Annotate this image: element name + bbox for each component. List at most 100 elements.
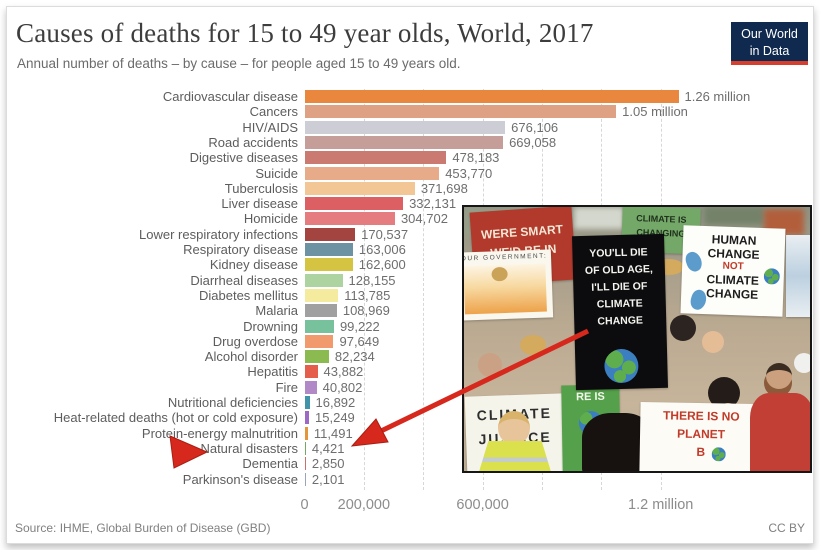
bar-value: 478,183	[452, 150, 500, 166]
chart-row: Road accidents 669,058	[0, 135, 820, 150]
red-shirt-person	[750, 393, 810, 471]
bar-value: 371,698	[420, 180, 468, 196]
earth-drawing	[603, 348, 639, 384]
bar-value: 2,850	[311, 456, 345, 472]
bar-label: Malaria	[255, 303, 298, 319]
human-change-sign: HUMAN CHANGE NOT CLIMATE CHANGE	[680, 225, 786, 317]
bar-value: 669,058	[509, 134, 557, 150]
bar-value: 113,785	[344, 287, 391, 303]
bar	[304, 243, 353, 256]
protester-head	[478, 353, 502, 377]
bar-value: 170,537	[361, 226, 409, 242]
x-axis-tick: 600,000	[456, 497, 509, 513]
protester-head	[670, 315, 696, 341]
bar	[304, 227, 356, 241]
bar-label: Hepatitis	[247, 364, 298, 380]
bar-label: Drug overdose	[212, 333, 298, 349]
bar	[304, 288, 339, 302]
owid-logo-accent	[731, 61, 808, 65]
bar-label: Parkinson's disease	[182, 471, 298, 487]
bar	[304, 166, 440, 180]
owid-logo-text: Our World in Data	[741, 27, 798, 58]
bar-value: 40,802	[322, 379, 363, 395]
this-is-fine-sign: OUR GOVERNMENT:	[464, 249, 554, 321]
chart-subtitle: Annual number of deaths – by cause – for…	[17, 56, 461, 71]
chart-row: HIV/AIDS 676,106	[0, 120, 820, 135]
bar-value: 2,101	[311, 471, 345, 487]
bar	[304, 365, 318, 379]
no-planet-b-sign: THERE IS NO PLANET B	[639, 401, 763, 471]
protester-head	[702, 331, 724, 353]
protester-head-blond	[498, 411, 530, 445]
bar-value: 97,649	[339, 333, 380, 349]
bar-label: Lower respiratory infections	[139, 226, 298, 242]
chart-row: Digestive diseases 478,183	[0, 150, 820, 165]
source-note: Source: IHME, Global Burden of Disease (…	[15, 521, 271, 535]
hi-vis-vest	[478, 441, 552, 471]
bar	[304, 457, 306, 471]
protester-head	[794, 353, 810, 373]
bar-label: Dementia	[242, 456, 298, 472]
bar	[304, 197, 404, 211]
bar	[304, 258, 353, 272]
bar-label: Digestive diseases	[189, 150, 298, 166]
x-axis-tick: 1.2 million	[628, 497, 694, 513]
bar-label: Nutritional deficiencies	[167, 395, 298, 410]
bar	[304, 304, 337, 318]
bar-label: Tuberculosis	[224, 180, 298, 196]
bar	[304, 181, 415, 195]
bar-label: Suicide	[255, 165, 298, 181]
bar-label: HIV/AIDS	[242, 119, 298, 135]
license-badge[interactable]: CC BY	[768, 521, 805, 535]
protester-head	[766, 363, 792, 389]
bar-value: 4,421	[311, 440, 345, 456]
bar-value: 676,106	[511, 119, 559, 135]
bar-value: 108,969	[342, 303, 390, 319]
bar-label: Cardiovascular disease	[162, 89, 298, 104]
photo-blur-shape	[704, 207, 764, 225]
bar-label: Respiratory disease	[183, 242, 298, 257]
bar-label: Natural disasters	[200, 440, 298, 456]
x-axis-tick: 0	[300, 497, 309, 513]
bar-value: 163,006	[358, 242, 406, 257]
photo-blur-shape	[574, 207, 624, 229]
bar-label: Diabetes mellitus	[199, 287, 298, 303]
bar	[304, 319, 334, 333]
bar-value: 1.05 million	[622, 104, 688, 120]
bar	[304, 120, 506, 134]
bar-value: 99,222	[339, 318, 380, 334]
bar-value: 11,491	[313, 425, 353, 441]
chart-row: Tuberculosis 371,698	[0, 181, 820, 196]
bar-label: Diarrheal diseases	[190, 272, 298, 288]
bar-value: 82,234	[334, 349, 375, 365]
right-edge-sign	[786, 235, 810, 317]
protester-head	[520, 335, 546, 355]
bar	[304, 135, 504, 149]
bar-value: 16,892	[315, 395, 356, 410]
black-climate-sign: YOU'LL DIE OF OLD AGE, I'LL DIE OF CLIMA…	[572, 233, 668, 391]
bar-label: Cancers	[249, 104, 298, 120]
chart-row: Cancers 1.05 million	[0, 104, 820, 119]
bar-label: Kidney disease	[209, 257, 298, 273]
bar-value: 332,131	[409, 196, 457, 212]
protest-photo: WERE SMART WE'D BE IN CLIMATE IS CHANGIN…	[462, 205, 812, 473]
bar	[304, 472, 306, 486]
bar	[304, 90, 679, 103]
bar	[304, 350, 329, 364]
bar-value: 43,882	[323, 364, 364, 380]
bar-label: Protein-energy malnutrition	[141, 425, 298, 441]
bar-label: Alcohol disorder	[204, 349, 298, 365]
page-title: Causes of deaths for 15 to 49 year olds,…	[16, 18, 594, 48]
bar-value: 453,770	[445, 165, 493, 181]
chart-row: Suicide 453,770	[0, 166, 820, 181]
bar	[304, 380, 317, 394]
bar	[304, 396, 310, 409]
bar	[304, 273, 343, 287]
owid-logo[interactable]: Our World in Data	[731, 22, 808, 65]
x-axis-tick: 200,000	[337, 497, 391, 513]
bar-value: 304,702	[400, 211, 448, 227]
bar-label: Road accidents	[208, 134, 298, 150]
bar-value: 162,600	[358, 257, 406, 273]
chart-row: Parkinson's disease 2,101	[0, 472, 820, 487]
